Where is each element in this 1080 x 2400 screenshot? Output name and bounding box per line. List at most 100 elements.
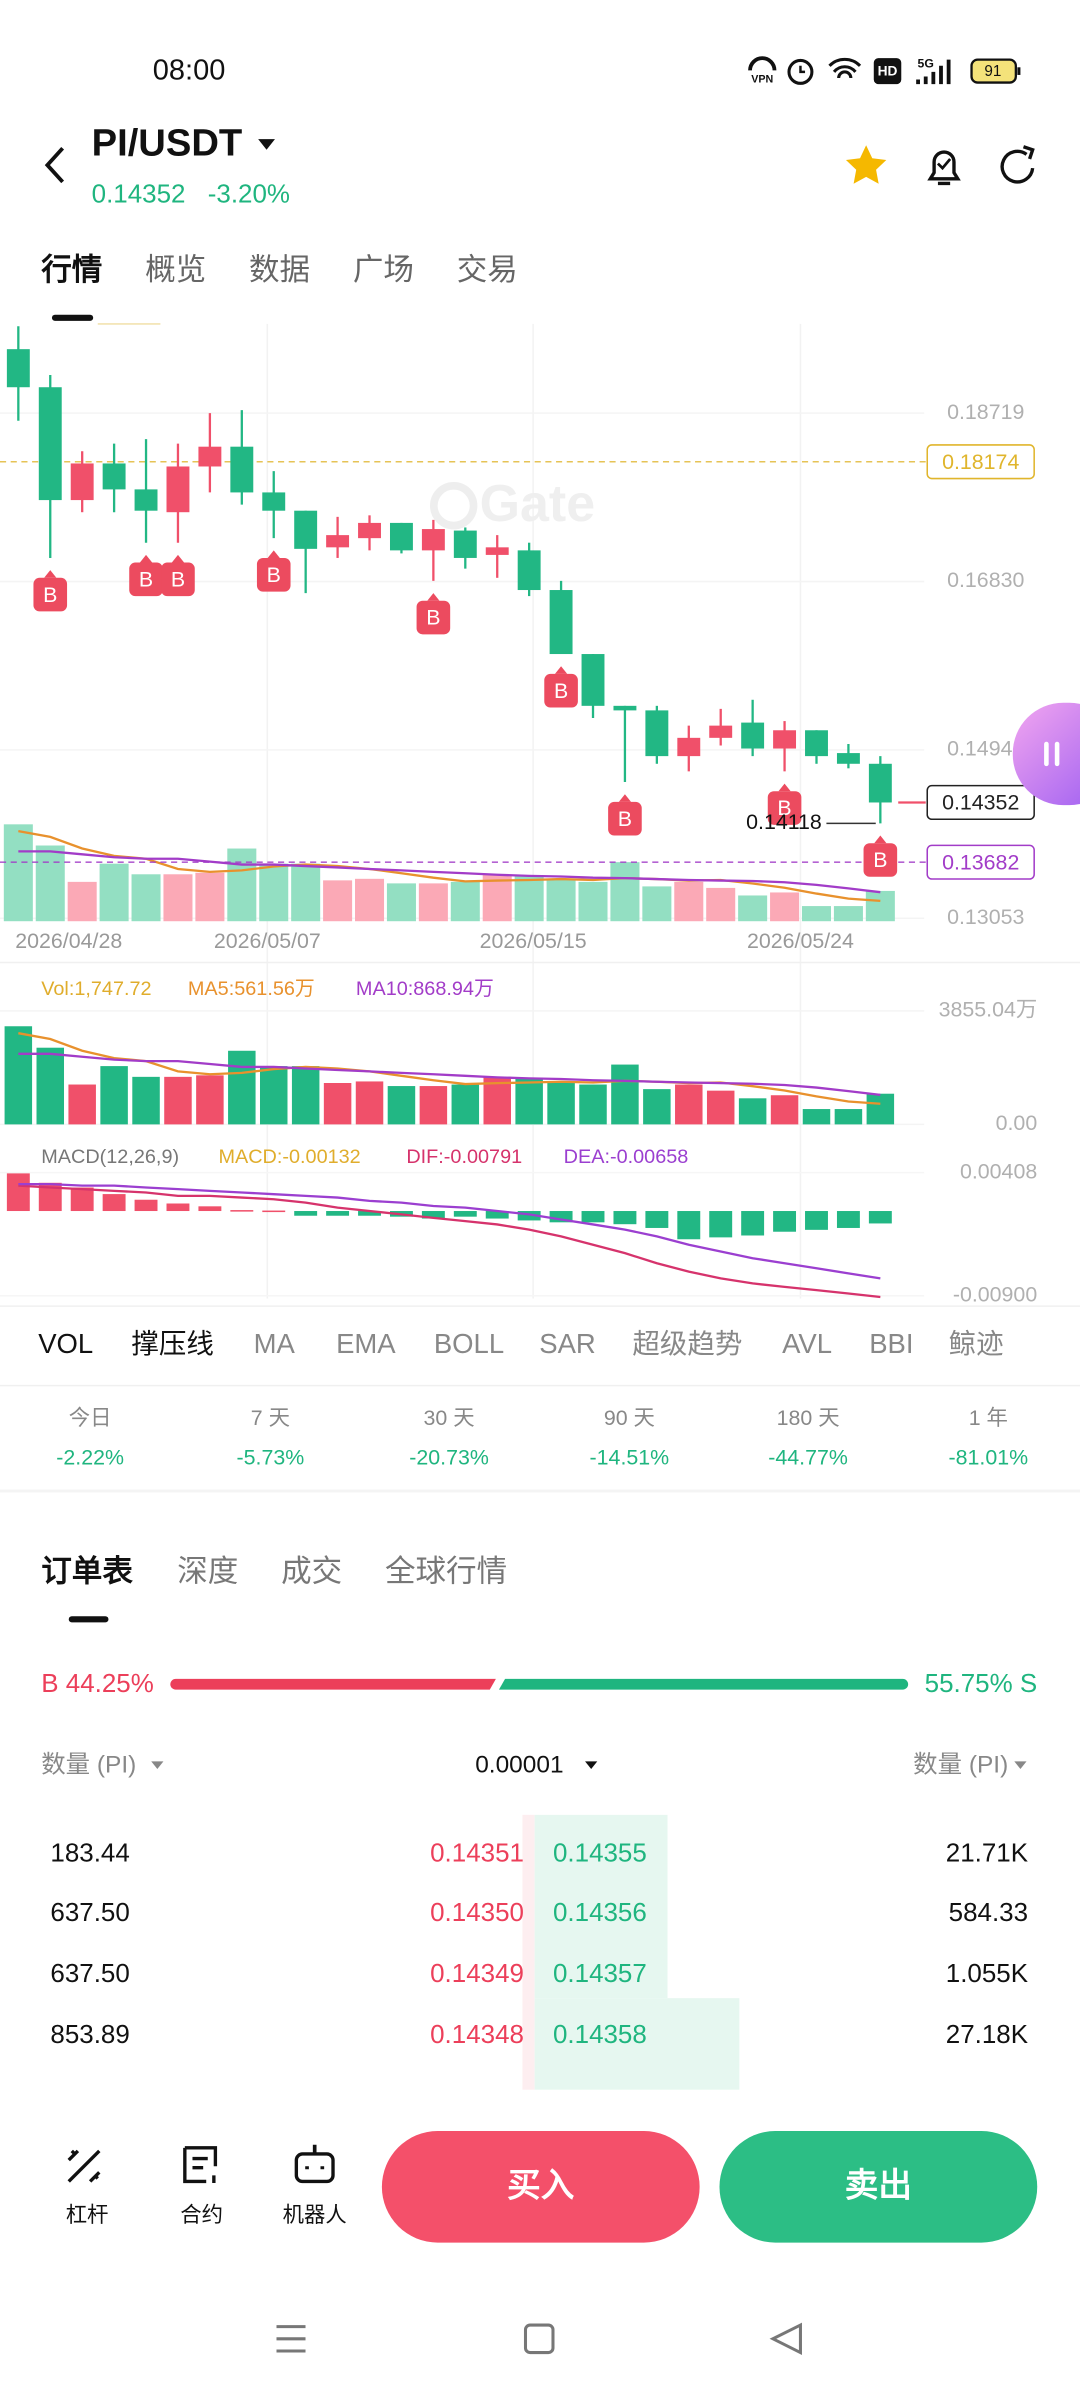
sell-label[interactable]: 卖出: [845, 2166, 912, 2204]
dropdown-caret: [585, 1761, 598, 1770]
sell-button[interactable]: [719, 2131, 1038, 2243]
battery-tip: [1017, 67, 1021, 75]
volume-overlay-bar: [67, 881, 97, 922]
nav-home[interactable]: [523, 2323, 555, 2355]
volume-bar: [164, 1076, 192, 1125]
indicator-tab[interactable]: EMA: [336, 1328, 396, 1359]
tab[interactable]: 交易: [457, 253, 518, 287]
header-price: 0.14352: [92, 178, 186, 208]
indicator-tab[interactable]: VOL: [38, 1328, 93, 1359]
order-tab[interactable]: 深度: [177, 1555, 238, 1589]
indicator-tab[interactable]: BOLL: [434, 1328, 504, 1359]
tab[interactable]: 数据: [249, 253, 310, 287]
volume-bar: [770, 1095, 799, 1125]
volume-bar: [675, 1084, 703, 1125]
volume-bar: [834, 1109, 863, 1125]
buy-marker-pointer: [267, 550, 280, 559]
period-label: 1 年: [969, 1406, 1008, 1430]
buy-marker-pointer: [139, 554, 153, 563]
macd-line: [18, 1182, 881, 1280]
buy-label[interactable]: 买入: [507, 2167, 575, 2204]
bid-depth: [522, 1814, 535, 2090]
volume-ma-overlay: [18, 850, 881, 894]
volume-bar: [228, 1050, 256, 1125]
tab[interactable]: 概览: [145, 253, 206, 287]
y-tick-label: 0.18719: [947, 400, 1024, 424]
candle-body: [389, 522, 413, 551]
watermark: Gate: [480, 475, 595, 533]
candle-body: [485, 547, 509, 555]
pair-name[interactable]: PI/USDT: [92, 121, 243, 164]
book-precision[interactable]: 0.00001: [475, 1751, 563, 1778]
order-tab[interactable]: 成交: [281, 1555, 342, 1589]
macd-bar: [198, 1206, 222, 1212]
pair-dropdown[interactable]: [258, 139, 275, 150]
indicator-tab[interactable]: SAR: [539, 1328, 596, 1359]
buy-button[interactable]: [381, 2131, 700, 2243]
y-tick-label: 3855.04万: [939, 998, 1038, 1022]
favorite-star[interactable]: [845, 145, 887, 184]
tab[interactable]: 广场: [353, 253, 414, 287]
buy-sell-ratio: B 44.25% 55.75% S: [41, 1668, 1037, 1698]
nav-back[interactable]: [769, 2322, 802, 2356]
sell-ratio-bar: [498, 1678, 909, 1690]
contract-icon[interactable]: [183, 2146, 218, 2184]
buy-marker-label: B: [426, 606, 440, 630]
volume-overlay-bar: [355, 878, 385, 922]
macd-bar: [709, 1211, 733, 1238]
buy-marker-label: B: [267, 563, 281, 587]
dropdown-caret: [151, 1761, 164, 1770]
candle-body: [453, 530, 477, 558]
battery-icon: [970, 58, 1017, 84]
macd-bar: [613, 1211, 637, 1225]
volume-bar: [802, 1109, 831, 1125]
candle-body: [709, 725, 733, 738]
ask-quantity: 21.71K: [946, 1837, 1029, 1867]
sell-ratio: 55.75% S: [925, 1668, 1038, 1698]
leverage-icon[interactable]: [67, 2149, 101, 2183]
buy-marker: [608, 801, 642, 836]
nav-menu[interactable]: [276, 2325, 306, 2353]
alert-bell[interactable]: [927, 150, 961, 186]
volume-overlay-bar: [291, 863, 321, 922]
macd-bar: [645, 1211, 669, 1228]
volume-ma-line: [18, 1052, 881, 1097]
indicator-tab[interactable]: BBI: [869, 1328, 913, 1359]
back-button[interactable]: [44, 146, 65, 184]
volume-overlay-bar: [546, 878, 576, 922]
volume-bar: [515, 1078, 543, 1125]
ask-price: 0.14358: [553, 2019, 647, 2049]
footer-items: 杠杆 合约 机器人: [66, 2203, 347, 2227]
buy-marker: [129, 562, 163, 597]
indicator-tab[interactable]: 撑压线: [131, 1328, 213, 1359]
order-tabs: 订单表 深度 成交 全球行情: [41, 1555, 507, 1589]
book-header-left[interactable]: 数量 (PI): [41, 1750, 136, 1778]
order-tab[interactable]: 订单表: [41, 1555, 133, 1589]
performance-row: 今日 -2.22% 7 天 -5.73% 30 天 -20.73% 90 天 -14.51% 1…: [56, 1406, 1028, 1470]
footer-item[interactable]: 杠杆: [66, 2203, 109, 2227]
vpn-icon: [748, 56, 777, 71]
candle-body: [613, 705, 637, 711]
ask-depth: [534, 1998, 740, 2090]
indicator-tab[interactable]: 鲸迹: [949, 1328, 1004, 1359]
indicator-tab[interactable]: 超级趋势: [632, 1328, 742, 1359]
y-tick-label: 0.16830: [947, 568, 1024, 592]
volume-bar: [36, 1047, 65, 1125]
volume-bar: [355, 1081, 384, 1125]
footer-item[interactable]: 合约: [180, 2203, 223, 2227]
footer-item[interactable]: 机器人: [283, 2203, 347, 2227]
tab-underline: [51, 314, 94, 321]
indicator-tab[interactable]: AVL: [782, 1328, 832, 1359]
volume-overlay-bar: [35, 845, 65, 922]
share-button[interactable]: [1000, 145, 1035, 184]
candle-body: [836, 753, 860, 764]
tab[interactable]: 行情: [40, 253, 102, 287]
book-header-right[interactable]: 数量 (PI): [913, 1750, 1008, 1778]
indicator-tab[interactable]: MA: [254, 1328, 296, 1359]
macd-title: MACD(12,26,9): [41, 1146, 179, 1168]
y-tick-label: 0.13053: [947, 905, 1024, 929]
candle-body: [166, 466, 190, 513]
status-network: 5G: [918, 56, 934, 70]
order-tab[interactable]: 全球行情: [385, 1555, 507, 1589]
volume-overlay-bar: [259, 863, 289, 922]
